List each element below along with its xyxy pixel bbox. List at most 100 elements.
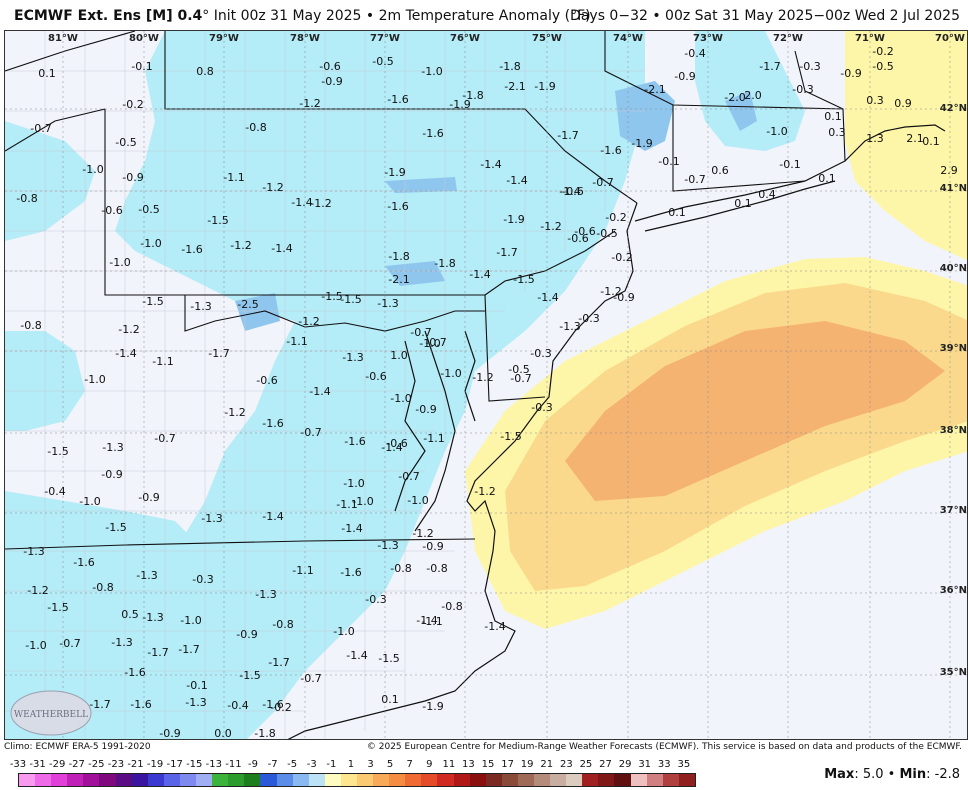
- anomaly-value: -1.8: [462, 89, 483, 102]
- anomaly-value: -1.7: [557, 129, 578, 142]
- anomaly-value: -0.2: [122, 98, 143, 111]
- latitude-label: 42°N: [940, 103, 967, 114]
- latitude-label: 41°N: [940, 183, 967, 194]
- anomaly-value: -1.6: [73, 556, 94, 569]
- anomaly-value: -2.5: [237, 298, 258, 311]
- max-min-summary: Max: 5.0 • Min: -2.8: [824, 767, 960, 782]
- longitude-label: 78°W: [290, 33, 320, 44]
- legend-swatch: [131, 774, 148, 786]
- legend-tick: 3: [367, 759, 374, 770]
- min-value: -2.8: [934, 767, 960, 782]
- anomaly-value: -0.3: [531, 401, 552, 414]
- anomaly-value: 0.1: [381, 693, 399, 706]
- anomaly-value: -0.8: [245, 121, 266, 134]
- anomaly-value: -1.8: [254, 727, 275, 740]
- anomaly-value: 0.0: [214, 727, 232, 740]
- anomaly-value: -1.0: [79, 495, 100, 508]
- anomaly-value: -2.1: [644, 83, 665, 96]
- anomaly-value: -1.4: [416, 614, 437, 627]
- anomaly-value: -1.5: [105, 521, 126, 534]
- legend-swatch: [228, 774, 245, 786]
- anomaly-value: -0.6: [567, 232, 588, 245]
- legend-tick: 15: [481, 759, 495, 770]
- legend-swatch: [99, 774, 116, 786]
- anomaly-value: -2.1: [388, 273, 409, 286]
- anomaly-value: 0.3: [828, 126, 846, 139]
- map-canvas: 81°W 80°W 79°W 78°W 77°W 76°W 75°W 74°W 73°W 72°W…: [5, 31, 967, 740]
- anomaly-value: -1.7: [208, 347, 229, 360]
- legend-tick: -27: [68, 759, 85, 770]
- anomaly-value: -0.9: [613, 291, 634, 304]
- anomaly-value: -0.9: [321, 75, 342, 88]
- legend-swatch: [340, 774, 357, 786]
- anomaly-value: -0.5: [872, 60, 893, 73]
- legend-tick: -7: [267, 759, 278, 770]
- legend-swatch: [453, 774, 470, 786]
- anomaly-value: -1.4: [291, 196, 312, 209]
- anomaly-value: -1.2: [472, 371, 493, 384]
- anomaly-value: -1.3: [559, 320, 580, 333]
- anomaly-value: -1.6: [262, 698, 283, 711]
- anomaly-value: -1.9: [534, 80, 555, 93]
- anomaly-value: -1.4: [559, 185, 580, 198]
- legend-tick: 11: [442, 759, 456, 770]
- anomaly-value: 0.1: [922, 135, 940, 148]
- legend-tick: -23: [107, 759, 125, 770]
- legend-tick: 25: [579, 759, 593, 770]
- warm-anomaly-shading: [465, 31, 967, 629]
- anomaly-value: -1.1: [223, 171, 244, 184]
- anomaly-value: -1.1: [292, 564, 313, 577]
- anomaly-value: 0.9: [894, 97, 912, 110]
- legend-tick: 29: [618, 759, 632, 770]
- anomaly-value: -1.4: [506, 174, 527, 187]
- anomaly-value: -1.1: [421, 615, 442, 628]
- anomaly-value: -1.7: [759, 60, 780, 73]
- anomaly-value: -1.0: [390, 392, 411, 405]
- anomaly-value: -0.5: [138, 203, 159, 216]
- anomaly-value: 0.6: [711, 164, 729, 177]
- anomaly-value: -1.2: [224, 406, 245, 419]
- anomaly-value: -0.2: [872, 45, 893, 58]
- anomaly-value: -1.4: [346, 649, 367, 662]
- anomaly-value: -1.8: [388, 250, 409, 263]
- anomaly-value: -1.4: [480, 158, 501, 171]
- anomaly-value: -1.6: [124, 666, 145, 679]
- legend-tick: -5: [287, 759, 298, 770]
- legend-tick: -21: [127, 759, 144, 770]
- anomaly-value: -1.7: [147, 646, 168, 659]
- anomaly-value: -2.1: [504, 80, 525, 93]
- legend-tick: 5: [386, 759, 394, 770]
- anomaly-value: 1.3: [866, 132, 884, 145]
- anomaly-value: -1.4: [341, 522, 362, 535]
- anomaly-value: -1.2: [298, 315, 319, 328]
- anomaly-value: -0.4: [684, 47, 705, 60]
- anomaly-value: -0.9: [840, 67, 861, 80]
- anomaly-value: -1.5: [340, 293, 361, 306]
- coastlines: [287, 124, 946, 739]
- anomaly-value: -0.6: [256, 374, 277, 387]
- legend-swatch: [196, 774, 213, 786]
- anomaly-value: -1.2: [474, 485, 495, 498]
- legend-swatch: [83, 774, 100, 786]
- longitude-label: 75°W: [532, 33, 562, 44]
- legend-swatch: [469, 774, 486, 786]
- legend-tick: 17: [501, 759, 514, 770]
- anomaly-value: -0.8: [441, 600, 462, 613]
- legend-swatch: [292, 774, 309, 786]
- anomaly-value: -0.9: [101, 468, 122, 481]
- legend-swatch: [485, 774, 502, 786]
- anomaly-value: -1.9: [503, 213, 524, 226]
- legend-swatch: [260, 774, 277, 786]
- anomaly-value: -0.2: [270, 701, 291, 714]
- latitude-label: 36°N: [940, 585, 967, 596]
- anomaly-value: 0.1: [818, 172, 836, 185]
- anomaly-value: -0.6: [562, 185, 583, 198]
- anomaly-value: -1.3: [377, 297, 398, 310]
- anomaly-value: -1.8: [434, 257, 455, 270]
- anomaly-value: -0.7: [154, 432, 175, 445]
- anomaly-value: -1.2: [230, 239, 251, 252]
- anomaly-value: -1.7: [89, 698, 110, 711]
- anomaly-value: -0.3: [365, 593, 386, 606]
- anomaly-value: -1.6: [130, 698, 151, 711]
- anomaly-value: -1.4: [537, 291, 558, 304]
